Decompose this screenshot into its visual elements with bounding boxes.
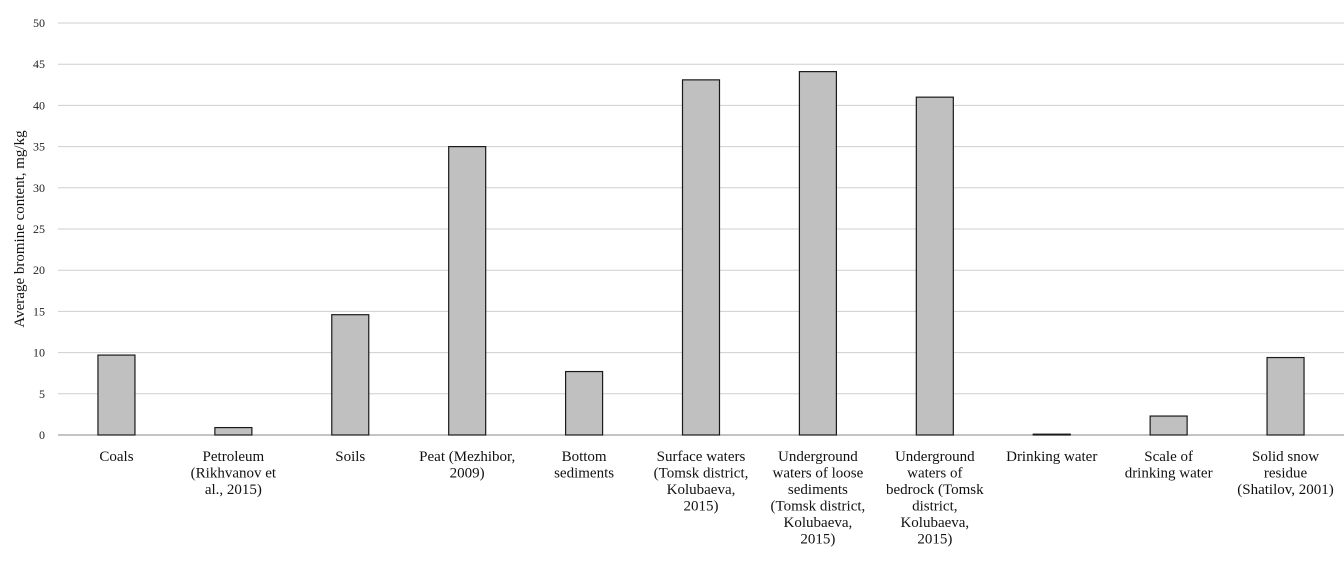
y-tick-label: 10 bbox=[33, 346, 45, 360]
x-tick-label: Surface waters (Tomsk district, Kolubaeva,… bbox=[654, 449, 749, 515]
x-tick-label: Scale of drinking water bbox=[1125, 449, 1213, 482]
x-tick-label: Coals bbox=[99, 449, 133, 465]
bar bbox=[681, 79, 721, 436]
x-tick-label: Soils bbox=[335, 449, 365, 465]
x-tick-label: Drinking water bbox=[1006, 449, 1097, 465]
x-tick-label: Solid snow residue (Shatilov, 2001) bbox=[1237, 449, 1334, 498]
y-tick-label: 45 bbox=[33, 57, 45, 71]
y-tick-label: 15 bbox=[33, 304, 45, 318]
bars bbox=[97, 71, 1305, 436]
y-tick-label: 5 bbox=[39, 387, 45, 401]
x-tick-label: Underground waters of bedrock (Tomsk distri… bbox=[886, 449, 984, 548]
bar bbox=[448, 146, 487, 436]
bar bbox=[97, 354, 136, 436]
y-tick-label: 40 bbox=[33, 98, 45, 112]
bar bbox=[1266, 356, 1305, 436]
y-tick-label: 0 bbox=[39, 428, 45, 442]
y-tick-label: 50 bbox=[33, 16, 45, 30]
x-tick-label: Bottom sediments bbox=[554, 449, 614, 482]
bar bbox=[1032, 433, 1071, 436]
y-tick-label: 20 bbox=[33, 263, 45, 277]
x-tick-label: Underground waters of loose sediments (Toms… bbox=[771, 449, 866, 548]
bar bbox=[564, 370, 604, 436]
bar bbox=[1149, 415, 1188, 436]
x-tick-label: Petroleum (Rikhvanov et al., 2015) bbox=[191, 449, 277, 498]
x-tick-label: Peat (Mezhibor, 2009) bbox=[419, 449, 515, 482]
bar bbox=[331, 314, 370, 436]
bar bbox=[798, 71, 838, 436]
y-tick-label: 30 bbox=[33, 181, 45, 195]
bar bbox=[915, 96, 954, 436]
y-axis-title: Average bromine content, mg/kg bbox=[12, 130, 28, 328]
bar bbox=[214, 426, 253, 436]
x-axis-category-labels: Coals Petroleum (Rikhvanov et al., 2015) Soi… bbox=[99, 449, 1333, 548]
y-axis-ticks: 0 5 10 15 20 25 30 35 40 45 50 bbox=[33, 16, 45, 442]
y-tick-label: 35 bbox=[33, 140, 45, 154]
y-tick-label: 25 bbox=[33, 222, 45, 236]
